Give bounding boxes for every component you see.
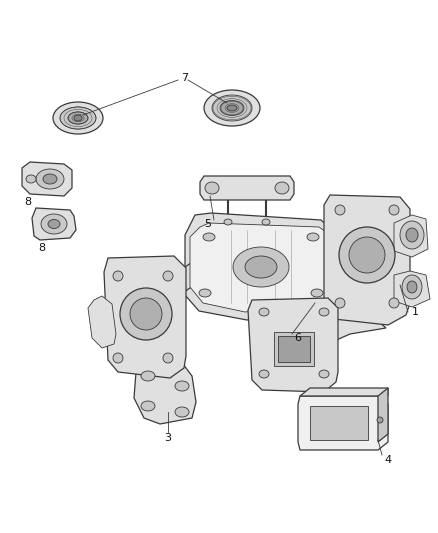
Ellipse shape [349,237,385,273]
Ellipse shape [407,281,417,293]
Ellipse shape [204,90,260,126]
Text: 4: 4 [385,455,392,465]
Bar [278,336,310,362]
Ellipse shape [199,289,211,297]
Polygon shape [22,162,72,196]
Polygon shape [178,254,284,338]
Ellipse shape [163,271,173,281]
Polygon shape [310,406,368,440]
Polygon shape [378,388,388,442]
Polygon shape [394,215,428,257]
Ellipse shape [227,105,237,111]
Ellipse shape [319,370,329,378]
Ellipse shape [259,370,269,378]
Text: 6: 6 [294,333,301,343]
Ellipse shape [406,228,418,242]
Ellipse shape [130,298,162,330]
Ellipse shape [120,288,172,340]
Text: 5: 5 [205,219,212,229]
Ellipse shape [389,298,399,308]
Ellipse shape [245,256,277,278]
Polygon shape [190,223,333,312]
Ellipse shape [113,353,123,363]
Polygon shape [300,388,388,396]
Ellipse shape [377,417,383,423]
Ellipse shape [307,233,319,241]
Ellipse shape [48,220,60,229]
Ellipse shape [319,308,329,316]
Ellipse shape [339,227,395,283]
Ellipse shape [53,102,103,134]
Ellipse shape [60,107,96,129]
Ellipse shape [141,401,155,411]
Ellipse shape [68,112,88,124]
Ellipse shape [36,169,64,189]
Ellipse shape [275,182,289,194]
Polygon shape [104,256,186,378]
Polygon shape [134,356,196,424]
Polygon shape [88,296,116,348]
Ellipse shape [113,271,123,281]
Ellipse shape [41,214,67,234]
Ellipse shape [400,221,424,249]
Polygon shape [394,271,430,307]
Ellipse shape [259,308,269,316]
Ellipse shape [389,205,399,215]
Ellipse shape [311,289,323,297]
Text: 1: 1 [411,307,418,317]
Text: 3: 3 [165,433,172,443]
Ellipse shape [220,101,244,116]
Ellipse shape [26,175,36,183]
Ellipse shape [43,174,57,184]
Polygon shape [200,176,294,200]
Polygon shape [332,265,388,342]
Polygon shape [32,208,76,240]
Ellipse shape [402,275,422,299]
Ellipse shape [212,95,252,121]
Ellipse shape [233,247,289,287]
Text: 8: 8 [39,243,46,253]
Ellipse shape [262,219,270,225]
Ellipse shape [175,407,189,417]
Polygon shape [248,298,338,392]
Ellipse shape [141,371,155,381]
Polygon shape [298,396,388,450]
Ellipse shape [224,219,232,225]
Ellipse shape [163,353,173,363]
Ellipse shape [203,233,215,241]
Bar [274,332,314,366]
Text: 7: 7 [181,73,189,83]
Text: 8: 8 [25,197,32,207]
Ellipse shape [205,182,219,194]
Polygon shape [324,195,410,325]
Ellipse shape [335,205,345,215]
Polygon shape [185,213,337,320]
Ellipse shape [335,298,345,308]
Ellipse shape [74,115,82,121]
Ellipse shape [175,381,189,391]
